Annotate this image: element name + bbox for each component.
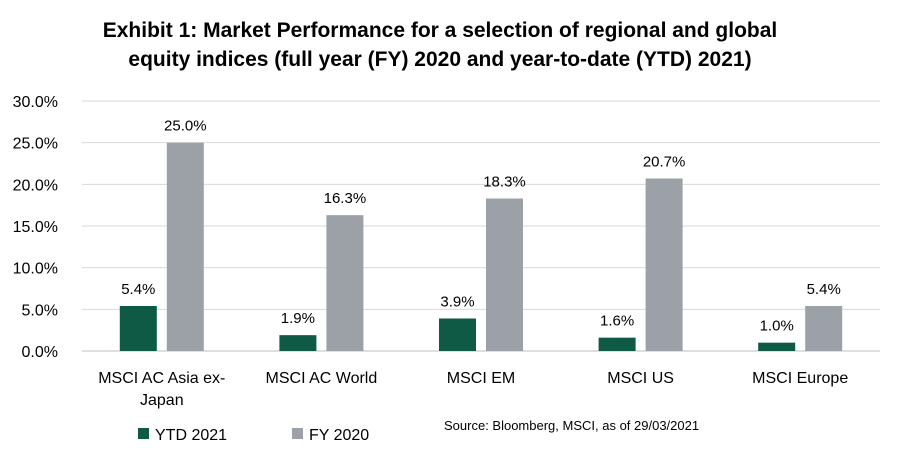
x-category-label: MSCI Europe (752, 370, 848, 387)
bar-ytd-2021 (119, 306, 157, 351)
chart-title-line-1: Exhibit 1: Market Performance for a sele… (102, 19, 778, 42)
x-category-label: Japan (140, 392, 184, 409)
data-label: 1.6% (600, 313, 634, 330)
data-label: 1.9% (281, 310, 315, 327)
x-category-label: MSCI AC World (266, 370, 378, 387)
data-label: 20.7% (643, 154, 686, 171)
bar-ytd-2021 (598, 337, 636, 351)
source-note: Source: Bloomberg, MSCI, as of 29/03/202… (444, 418, 699, 433)
bar-fy-2020 (805, 306, 843, 351)
legend-swatch (138, 428, 149, 439)
y-tick-label: 15.0% (13, 219, 58, 236)
data-label: 3.9% (440, 294, 474, 311)
bar-ytd-2021 (279, 335, 317, 351)
x-category-label: MSCI AC Asia ex- (98, 370, 225, 387)
bar-fy-2020 (326, 215, 364, 351)
legend-swatch (292, 428, 303, 439)
bar-fy-2020 (166, 142, 204, 351)
data-label: 5.4% (121, 281, 155, 298)
y-tick-label: 5.0% (22, 302, 58, 319)
y-tick-label: 20.0% (13, 177, 58, 194)
x-category-label: MSCI US (607, 370, 674, 387)
y-tick-label: 25.0% (13, 136, 58, 153)
bar-fy-2020 (486, 198, 523, 351)
bar-ytd-2021 (758, 342, 796, 351)
y-tick-label: 0.0% (22, 344, 58, 361)
bar-fy-2020 (645, 178, 683, 351)
y-tick-label: 10.0% (13, 261, 58, 278)
x-category-label: MSCI EM (447, 370, 515, 387)
data-label: 25.0% (164, 118, 207, 135)
data-label: 5.4% (807, 281, 841, 298)
data-label: 16.3% (324, 190, 367, 207)
data-label: 1.0% (760, 318, 794, 335)
chart-title: Exhibit 1: Market Performance for a sele… (0, 16, 880, 74)
bar-ytd-2021 (439, 318, 476, 351)
data-label: 18.3% (483, 174, 526, 191)
y-tick-label: 30.0% (13, 94, 58, 111)
legend-label: YTD 2021 (155, 427, 227, 444)
legend-label: FY 2020 (309, 427, 369, 444)
chart-title-line-2: equity indices (full year (FY) 2020 and … (128, 48, 752, 71)
